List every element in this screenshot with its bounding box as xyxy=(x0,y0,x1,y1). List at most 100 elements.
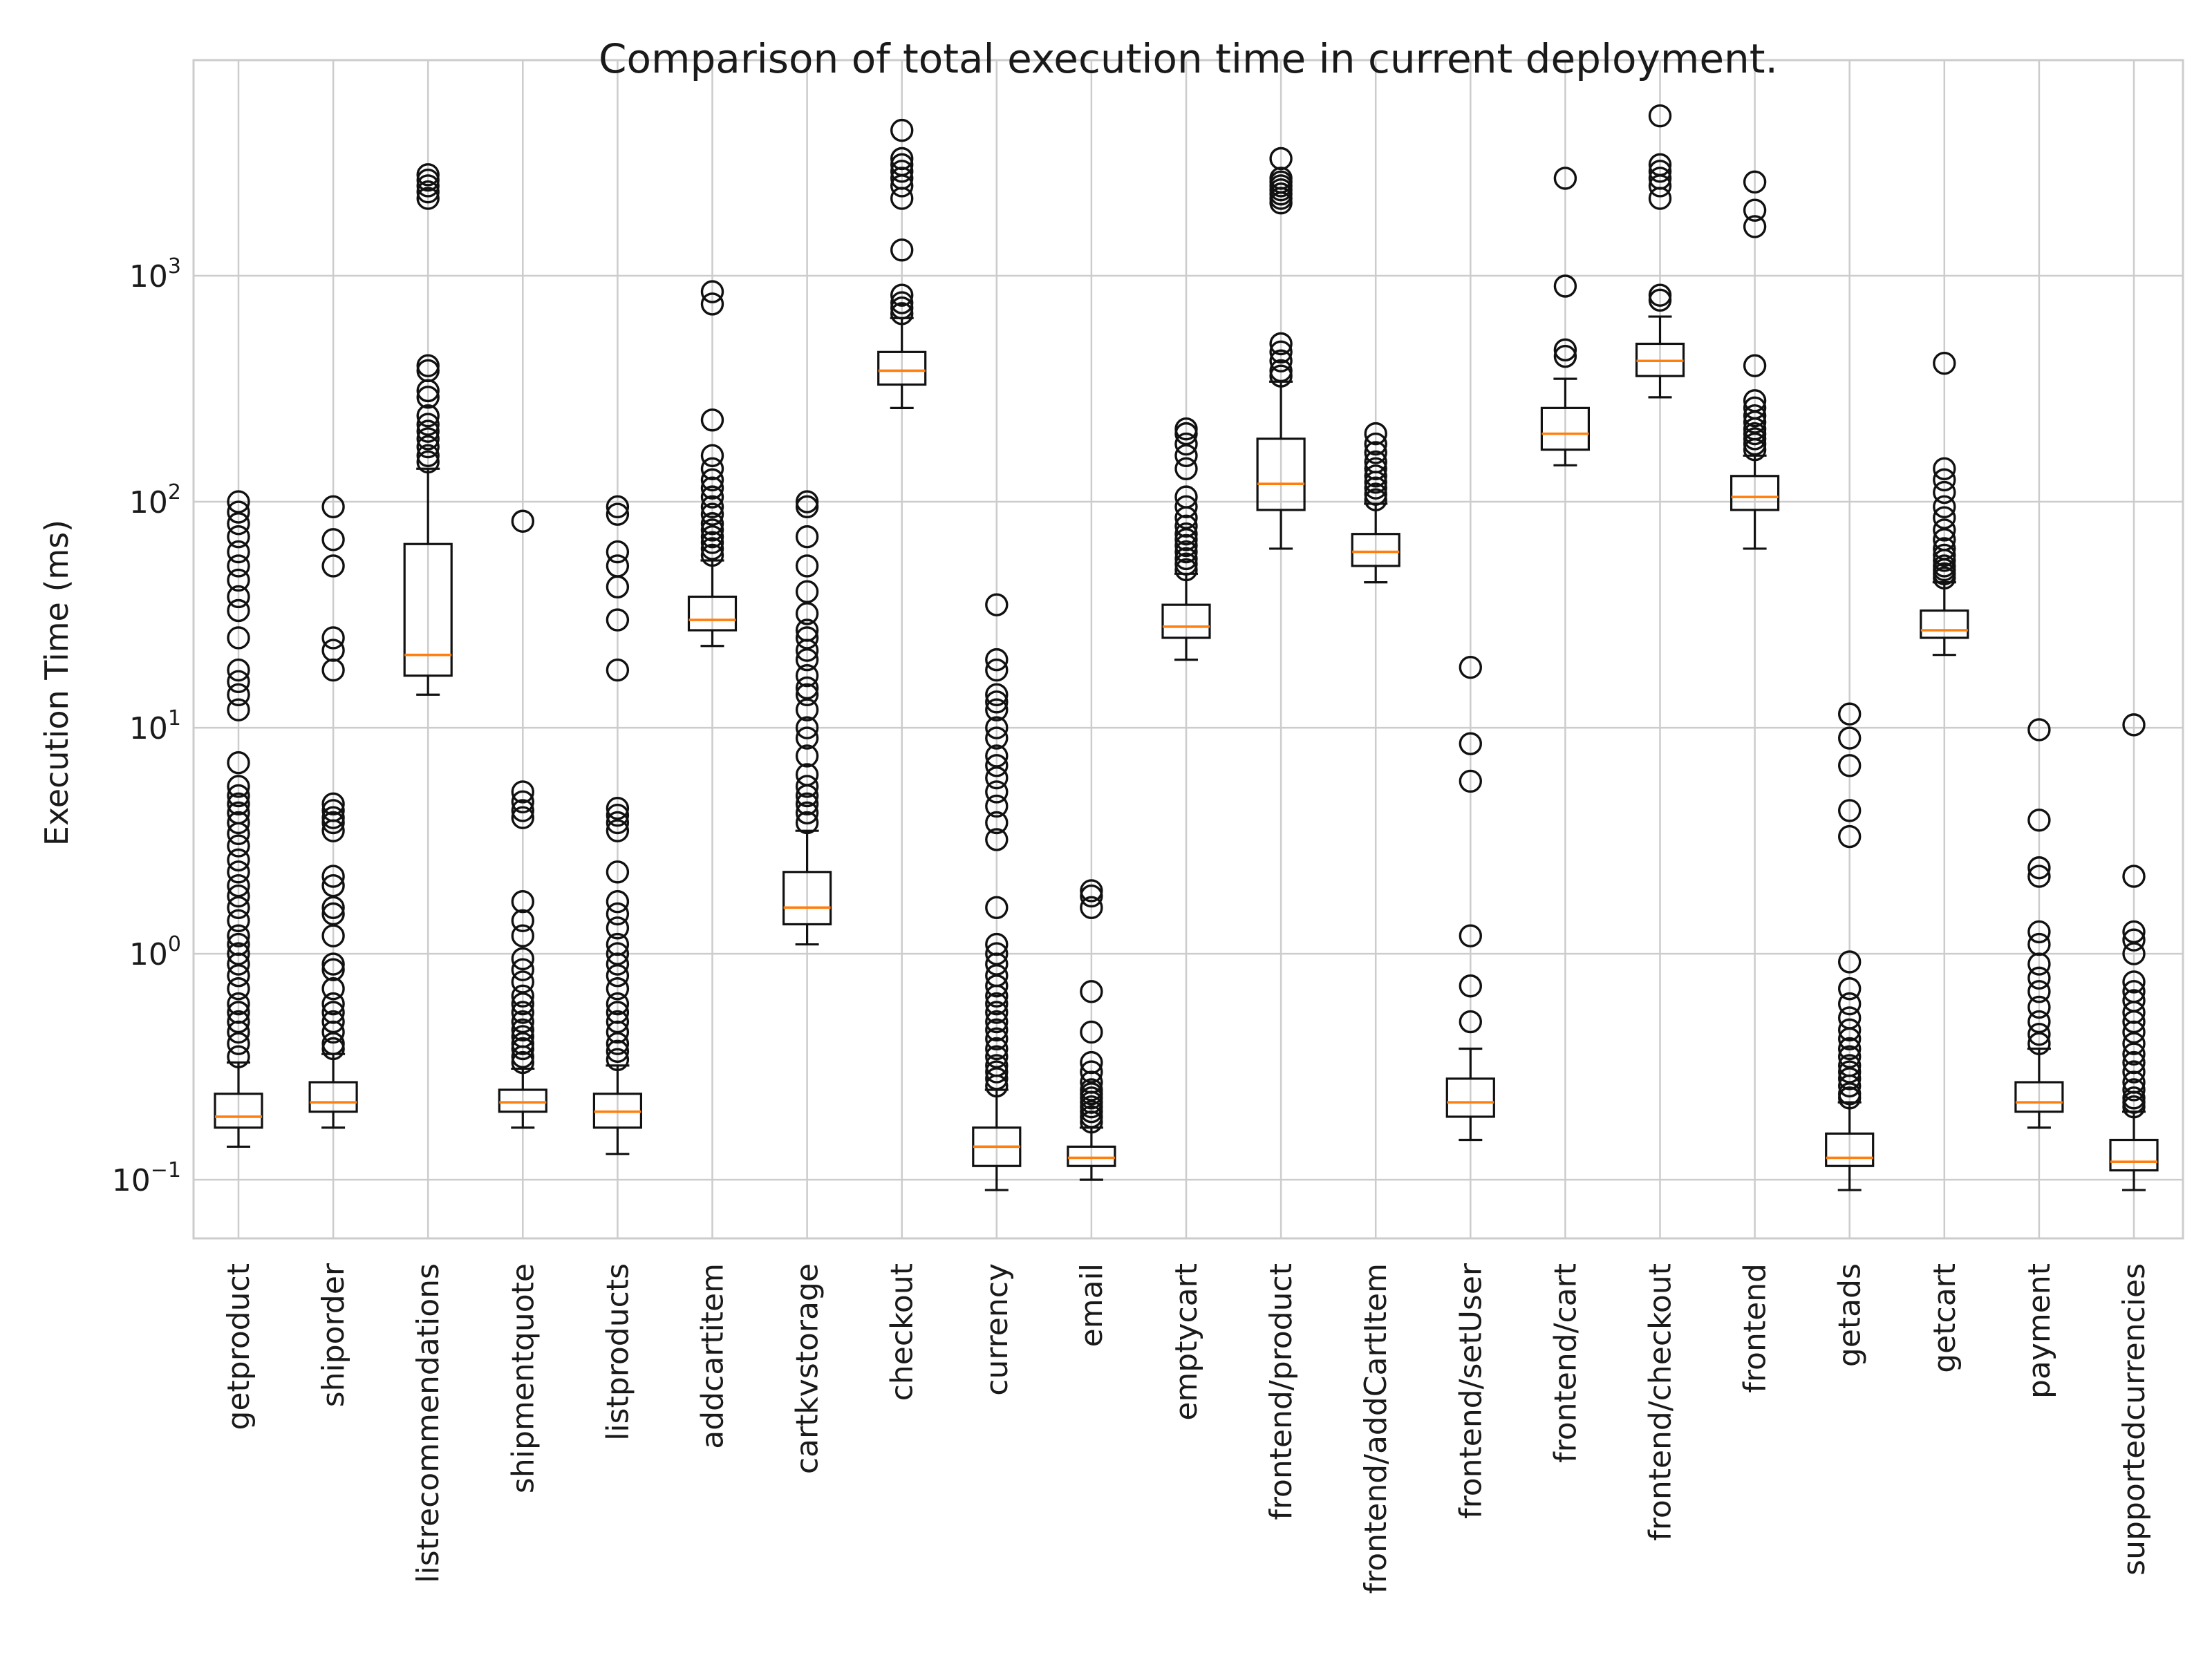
outlier-point xyxy=(700,485,724,509)
y-tick-base: 10 xyxy=(112,1163,151,1198)
outlier-point xyxy=(1364,441,1387,464)
box-iqr xyxy=(1920,609,1969,639)
outlier-point xyxy=(1364,464,1387,488)
y-tick-exponent: 0 xyxy=(168,932,181,956)
outlier-point xyxy=(511,958,534,981)
outlier-point xyxy=(700,444,724,468)
outlier-point xyxy=(606,796,630,820)
outlier-point xyxy=(1933,543,1956,567)
outlier-point xyxy=(321,639,345,662)
outlier-point xyxy=(1553,344,1577,368)
outlier-point xyxy=(985,780,1009,804)
outlier-point xyxy=(1174,522,1198,546)
outlier-point xyxy=(227,525,250,549)
outlier-point xyxy=(1837,702,1862,726)
outlier-point xyxy=(700,280,724,303)
y-tick-exponent: −1 xyxy=(151,1158,181,1182)
outlier-point xyxy=(511,970,534,994)
outlier-point xyxy=(321,1010,345,1034)
y-axis-label: Execution Time (ms) xyxy=(38,520,75,846)
outlier-point xyxy=(700,531,724,554)
box-iqr xyxy=(498,1088,547,1113)
outlier-point xyxy=(985,1010,1009,1034)
outlier-point xyxy=(1933,506,1956,529)
outlier-point xyxy=(227,884,250,908)
outlier-point xyxy=(700,457,724,480)
outlier-point xyxy=(1080,1020,1103,1044)
box-iqr xyxy=(308,1081,358,1113)
outlier-point xyxy=(1364,450,1387,474)
outlier-point xyxy=(606,495,630,519)
x-tick-label: frontend/setUser xyxy=(1453,1263,1488,1519)
outlier-point xyxy=(2122,1060,2146,1084)
outlier-point xyxy=(1933,351,1956,375)
outlier-point xyxy=(606,916,630,940)
outlier-point xyxy=(227,500,250,524)
outlier-point xyxy=(2122,970,2146,994)
box-iqr xyxy=(687,595,738,632)
outlier-point xyxy=(1933,495,1956,519)
outlier-point xyxy=(1837,1060,1862,1084)
outlier-point xyxy=(606,992,630,1016)
outlier-point xyxy=(1837,1054,1862,1077)
outlier-point xyxy=(1837,1037,1862,1061)
outlier-point xyxy=(1364,488,1387,511)
outlier-point xyxy=(321,977,345,1001)
outlier-point xyxy=(1553,274,1577,298)
outlier-point xyxy=(2122,1086,2146,1110)
box-group-supportedcurrencies xyxy=(2109,713,2159,1191)
outlier-point xyxy=(1459,732,1483,755)
outlier-point xyxy=(1174,552,1198,576)
box-group-getproduct xyxy=(214,490,263,1148)
outlier-point xyxy=(795,775,819,798)
outlier-point xyxy=(985,828,1009,851)
outlier-point xyxy=(985,658,1009,682)
outlier-point xyxy=(1837,977,1862,1001)
outlier-point xyxy=(1174,533,1198,558)
outlier-point xyxy=(1933,480,1956,504)
outlier-point xyxy=(795,744,819,768)
outlier-point xyxy=(985,1001,1009,1024)
outlier-point xyxy=(1174,547,1198,571)
outlier-point xyxy=(890,283,914,307)
outlier-point xyxy=(2027,809,2051,832)
outlier-point xyxy=(511,890,534,914)
outlier-point xyxy=(227,658,250,682)
outlier-point xyxy=(985,690,1009,714)
outlier-point xyxy=(795,525,819,549)
box-layer xyxy=(214,104,2159,1191)
box-group-frontend-checkout xyxy=(1635,104,1685,399)
outlier-point xyxy=(1837,824,1862,849)
outlier-point xyxy=(1933,537,1956,560)
outlier-point xyxy=(606,942,630,965)
x-tick-label: supportedcurrencies xyxy=(2117,1263,2152,1576)
outlier-point xyxy=(1648,160,1672,183)
outlier-point xyxy=(606,1010,630,1034)
outlier-point xyxy=(2027,856,2051,880)
box-iqr xyxy=(1730,475,1780,511)
outlier-point xyxy=(1174,558,1198,582)
x-tick-label: frontend/addCartItem xyxy=(1358,1263,1394,1594)
outlier-point xyxy=(1553,167,1577,190)
outlier-point xyxy=(795,801,819,824)
outlier-point xyxy=(606,502,630,526)
x-tick-label: shipmentquote xyxy=(505,1263,541,1493)
outlier-point xyxy=(1837,1018,1862,1042)
outlier-point xyxy=(511,909,534,932)
outlier-point xyxy=(1743,354,1767,377)
outlier-point xyxy=(227,909,250,932)
outlier-point xyxy=(1648,153,1672,177)
outlier-point xyxy=(606,540,630,564)
x-tick-label: frontend xyxy=(1738,1263,1773,1393)
outlier-point xyxy=(416,180,440,204)
outlier-point xyxy=(1837,1045,1862,1068)
outlier-point xyxy=(606,811,630,835)
outlier-point xyxy=(511,799,534,822)
box-group-shiporder xyxy=(308,495,358,1129)
outlier-point xyxy=(700,502,724,526)
outlier-point xyxy=(511,1018,534,1042)
outlier-point xyxy=(606,803,630,827)
x-tick-label: emptycart xyxy=(1169,1263,1204,1421)
x-tick-label: addcartitem xyxy=(695,1263,731,1449)
